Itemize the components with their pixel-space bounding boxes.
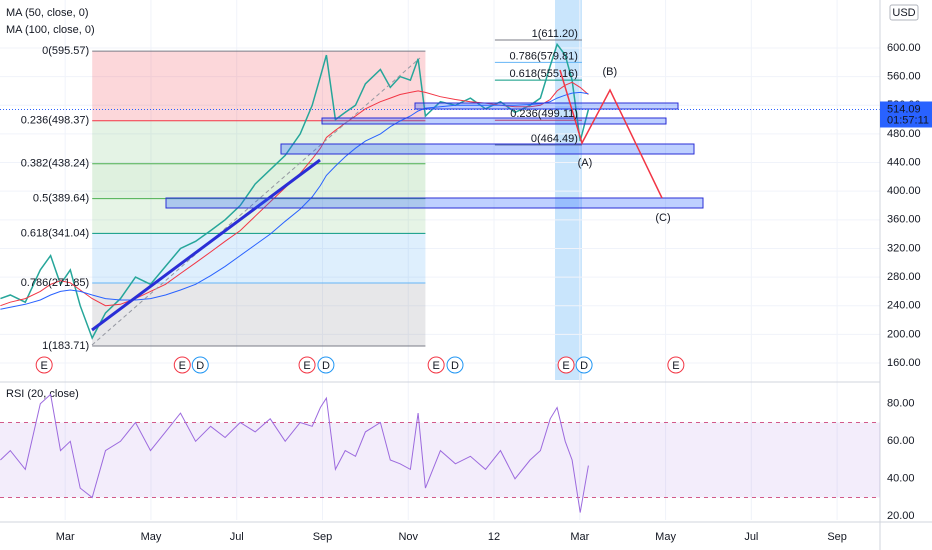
y-tick-label: 320.00 (887, 242, 921, 254)
fib-label: 0.618(341.04) (21, 227, 90, 239)
fib-label: 0(464.49) (531, 133, 578, 145)
event-marker (317, 356, 335, 374)
event-label: D (322, 360, 330, 372)
rsi-tick-label: 80.00 (887, 398, 915, 410)
fib-label: 1(183.71) (42, 340, 89, 352)
currency-box (889, 4, 919, 21)
y-tick-label: 240.00 (887, 300, 921, 312)
event-marker (446, 356, 464, 374)
event-label: D (196, 360, 204, 372)
x-tick-label: 12 (488, 531, 500, 543)
wave-label: (B) (602, 66, 617, 78)
y-tick-label: 200.00 (887, 328, 921, 340)
event-label: D (451, 360, 459, 372)
rsi-tick-label: 40.00 (887, 473, 915, 485)
event-label: D (580, 360, 588, 372)
rsi-tick-label: 60.00 (887, 435, 915, 447)
rsi-tick-label: 20.00 (887, 510, 915, 522)
last-price-tag (880, 101, 932, 128)
event-marker (557, 356, 575, 374)
zone (321, 117, 667, 125)
rsi-line (0, 393, 589, 513)
trend-line (91, 158, 321, 332)
fib-label: 0.618(555.16) (509, 68, 578, 80)
x-tick-label: Jul (744, 531, 758, 543)
event-label: E (40, 360, 47, 372)
event-marker (427, 356, 445, 374)
fib-zone (92, 233, 426, 283)
indicator-label: MA (50, close, 0) (6, 7, 89, 19)
event-label: E (303, 360, 310, 372)
event-label: E (672, 360, 679, 372)
event-label: E (562, 360, 569, 372)
y-tick-label: 480.00 (887, 128, 921, 140)
rsi-band (0, 422, 880, 498)
wave-path (559, 69, 663, 199)
fib-label: 0.786(579.81) (509, 50, 578, 62)
event-marker (191, 356, 209, 374)
event-marker (298, 356, 316, 374)
y-tick-label: 160.00 (887, 357, 921, 369)
y-tick-label: 560.00 (887, 71, 921, 83)
x-tick-label: Nov (398, 531, 418, 543)
currency: USD (892, 7, 915, 19)
fib-trend (91, 57, 421, 346)
x-tick-label: Jul (230, 531, 244, 543)
ma-line (0, 81, 589, 307)
fib-label: 0.236(498.37) (21, 115, 90, 127)
fib-label: 0(595.57) (42, 45, 89, 57)
y-tick-label: 440.00 (887, 156, 921, 168)
x-tick-label: May (655, 531, 676, 543)
event-marker (575, 356, 593, 374)
fib-zone (92, 120, 426, 164)
x-tick-label: Mar (570, 531, 589, 543)
y-tick-label: 600.00 (887, 42, 921, 54)
drawings (91, 57, 704, 346)
ma-line (0, 91, 589, 310)
x-tick-label: Mar (56, 531, 75, 543)
fib-zone (92, 51, 426, 121)
price-line (0, 42, 590, 340)
zone (165, 197, 704, 209)
background (555, 0, 582, 380)
x-tick-label: May (141, 531, 162, 543)
fib-label: 0.382(438.24) (21, 158, 90, 170)
fib-label: 1(611.20) (532, 28, 578, 40)
countdown: 01:57:11 (887, 114, 929, 126)
fib-label: 0.5(389.64) (33, 193, 89, 205)
x-tick-label: Sep (827, 531, 847, 543)
y-tick-label: 400.00 (887, 185, 921, 197)
zone (280, 143, 695, 155)
wave-label: (C) (655, 212, 670, 224)
event-marker (35, 356, 53, 374)
last-price: 514.09 (887, 103, 921, 115)
wave-label: (A) (578, 157, 593, 169)
fib-zone (92, 282, 426, 347)
indicator-label: MA (100, close, 0) (6, 24, 95, 36)
y-tick-label: 280.00 (887, 271, 921, 283)
fib-label: 0.236(499.11) (510, 108, 578, 120)
fib-label: 0.786(271.85) (21, 277, 90, 289)
event-marker (173, 356, 191, 374)
event-label: E (432, 360, 439, 372)
event-marker (667, 356, 685, 374)
time-highlight (555, 0, 582, 380)
x-tick-label: Sep (313, 531, 333, 543)
y-tick-label: 360.00 (887, 214, 921, 226)
rsi-title: RSI (20, close) (6, 388, 79, 400)
event-label: E (179, 360, 186, 372)
